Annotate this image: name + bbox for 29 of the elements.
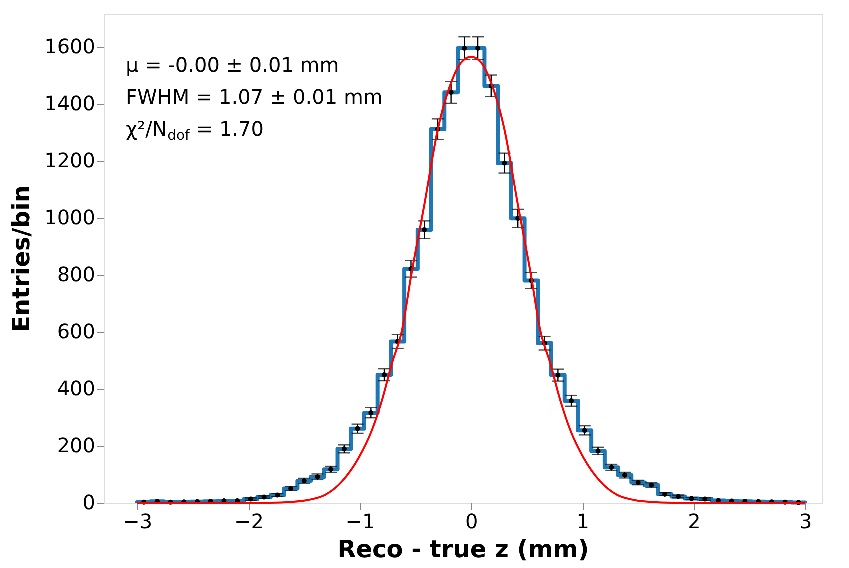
point (368, 410, 374, 416)
y-tick-label: 800 (57, 262, 96, 287)
point (448, 90, 454, 96)
x-axis-title: Reco - true z (mm) (338, 536, 590, 564)
x-tick-label: 3 (799, 510, 812, 534)
x-tick-label: −1 (346, 510, 376, 534)
x-tick-label: −3 (123, 510, 153, 534)
point (476, 46, 481, 51)
y-tick-label: 0 (82, 490, 96, 514)
point (462, 46, 468, 51)
annotation: FWHM = 1.07 ± 0.01 mm (126, 85, 383, 109)
y-tick-label: 1200 (44, 148, 96, 173)
y-tick-label: 600 (57, 320, 96, 344)
point (502, 160, 508, 166)
y-tick-label: 1600 (44, 34, 96, 59)
y-axis-title: Entries/bin (8, 186, 36, 332)
x-tick-label: −2 (234, 510, 264, 534)
point (382, 372, 388, 378)
point (569, 398, 574, 404)
y-tick-label: 200 (57, 434, 96, 458)
y-tick-label: 400 (57, 376, 96, 401)
y-tick-label: 1400 (44, 92, 96, 116)
point (422, 228, 428, 232)
point (556, 372, 561, 378)
annotation: μ = -0.00 ± 0.01 mm (126, 53, 340, 77)
x-tick-label: 2 (688, 510, 701, 534)
x-tick-label: 0 (465, 510, 478, 534)
x-tick-label: 1 (576, 510, 590, 534)
y-tick-label: 1000 (44, 206, 96, 230)
